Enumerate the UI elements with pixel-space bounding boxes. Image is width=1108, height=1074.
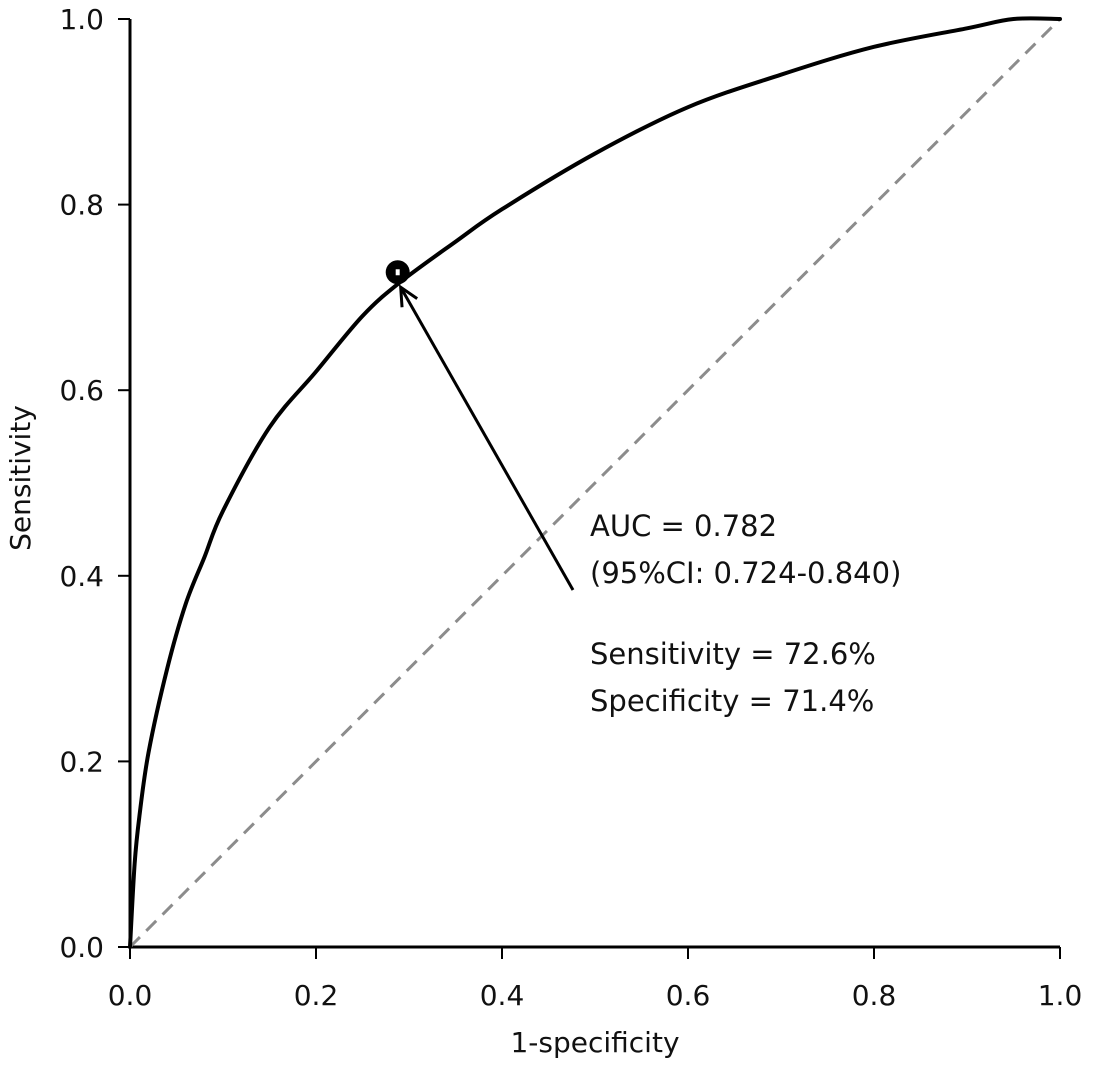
y-tick-label: 0.6 (59, 374, 104, 407)
y-tick-label: 0.2 (59, 745, 104, 778)
y-tick-label: 0.4 (59, 560, 104, 593)
annotation-arrow-head (398, 284, 419, 308)
x-tick-label: 0.4 (480, 979, 525, 1012)
auc-annotation: AUC = 0.782 (590, 509, 777, 543)
x-tick-label: 0.0 (108, 979, 153, 1012)
annotation-arrow-shaft (399, 286, 575, 591)
x-tick-label: 0.2 (294, 979, 339, 1012)
cutoff-point-highlight (395, 269, 400, 276)
specificity-annotation: Specificity = 71.4% (590, 684, 874, 718)
roc-curve (128, 16, 1062, 949)
plot-area (128, 16, 1062, 949)
x-tick-label: 0.8 (852, 979, 897, 1012)
y-tick-label: 1.0 (59, 3, 104, 36)
x-tick-label: 0.6 (666, 979, 711, 1012)
y-axis-title: Sensitivity (4, 405, 37, 551)
x-axis-ticks: 0.0 0.2 0.4 0.6 0.8 1.0 (108, 947, 1083, 1012)
reference-diagonal-line (128, 17, 1062, 949)
x-tick-label: 1.0 (1038, 979, 1083, 1012)
sensitivity-annotation: Sensitivity = 72.6% (590, 637, 876, 671)
x-axis-title: 1-specificity (510, 1026, 679, 1059)
y-axis-ticks: 0.0 0.2 0.4 0.6 0.8 1.0 (59, 3, 130, 964)
y-tick-label: 0.8 (59, 189, 104, 222)
y-tick-label: 0.0 (59, 931, 104, 964)
ci-annotation: (95%CI: 0.724-0.840) (590, 556, 901, 590)
